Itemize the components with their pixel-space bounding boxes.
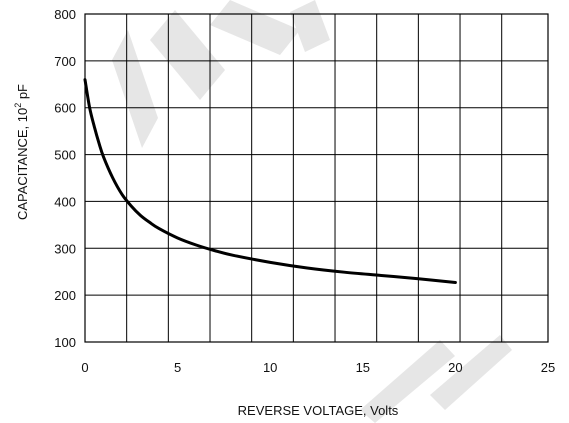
x-tick-label: 10 xyxy=(263,360,277,375)
x-tick-label: 15 xyxy=(356,360,370,375)
y-tick-label: 400 xyxy=(54,194,76,209)
y-tick-label: 800 xyxy=(54,7,76,22)
tick-labels: 0 5 10 15 20 25 100 200 300 400 500 600 700 800 xyxy=(54,7,555,375)
y-tick-label: 700 xyxy=(54,54,76,69)
x-tick-label: 5 xyxy=(174,360,181,375)
y-tick-label: 500 xyxy=(54,148,76,163)
x-axis-label: REVERSE VOLTAGE, Volts xyxy=(238,403,399,418)
x-tick-label: 20 xyxy=(448,360,462,375)
x-tick-label: 25 xyxy=(541,360,555,375)
grid xyxy=(84,13,549,343)
y-tick-label: 600 xyxy=(54,101,76,116)
y-tick-label: 100 xyxy=(54,335,76,350)
y-tick-label: 300 xyxy=(54,241,76,256)
series-group xyxy=(83,78,457,284)
y-tick-label: 200 xyxy=(54,288,76,303)
capacitance-curve xyxy=(83,78,457,284)
y-axis-label: CAPACITANCE, 102 pF xyxy=(13,84,30,220)
x-tick-label: 0 xyxy=(81,360,88,375)
plot-frame xyxy=(84,13,549,343)
